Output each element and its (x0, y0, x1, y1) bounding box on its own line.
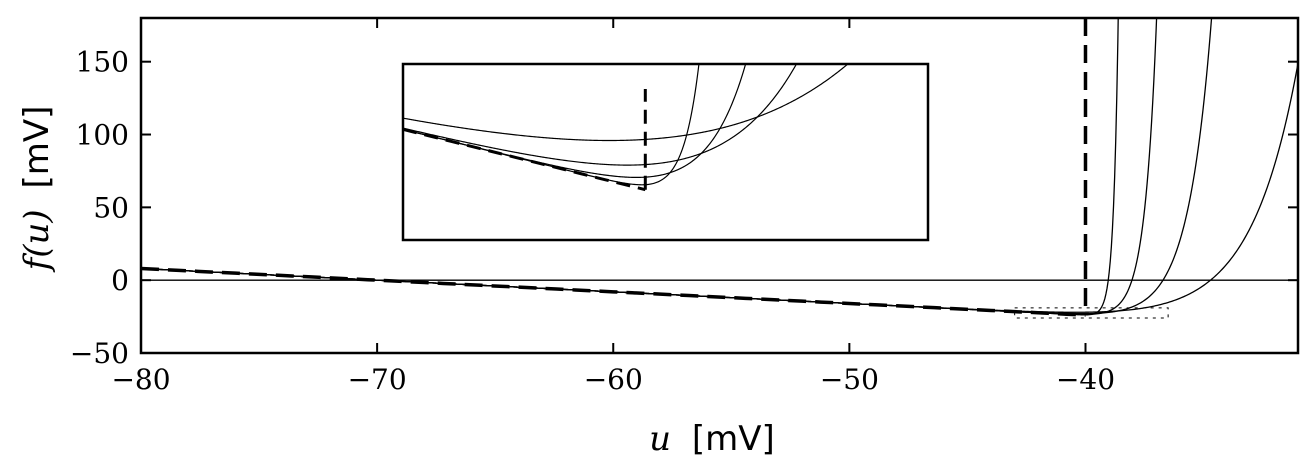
y-tick-label-4: 150 (76, 46, 129, 79)
main-plot-area (141, 18, 1298, 319)
x-tick-label-0: −80 (111, 363, 170, 396)
plot-frame (139, 16, 1300, 355)
x-axis-title: u [mV] (649, 419, 775, 459)
x-axis-title-unit: [mV] (692, 419, 775, 459)
y-axis: −50 0 50 100 150 (70, 46, 1298, 370)
inset-content (403, 64, 849, 192)
inset-frame (401, 62, 930, 242)
y-tick-label-0: −50 (70, 337, 129, 370)
y-axis-title-unit: [mV] (17, 106, 57, 189)
series-exp-4 (141, 63, 1298, 313)
x-axis-title-var: u (649, 419, 671, 459)
inset-series-exp-2 (403, 64, 747, 179)
inset-series-exp-4 (403, 64, 849, 142)
inset-background (403, 64, 928, 240)
x-tick-label-3: −50 (820, 363, 879, 396)
x-axis: −80 −70 −60 −50 −40 (111, 18, 1115, 396)
y-tick-label-2: 50 (93, 191, 129, 224)
y-tick-label-3: 100 (76, 119, 129, 152)
inset-plot (401, 62, 930, 242)
inset-series-exp-3 (403, 64, 798, 166)
x-tick-label-4: −40 (1056, 363, 1115, 396)
y-tick-label-1: 0 (111, 264, 129, 297)
y-axis-title: f(u) [mV] (17, 106, 57, 274)
y-axis-title-var: f(u) (17, 209, 57, 273)
x-tick-label-2: −60 (584, 363, 643, 396)
x-tick-label-1: −70 (348, 363, 407, 396)
zoom-region-marker (1014, 307, 1169, 319)
